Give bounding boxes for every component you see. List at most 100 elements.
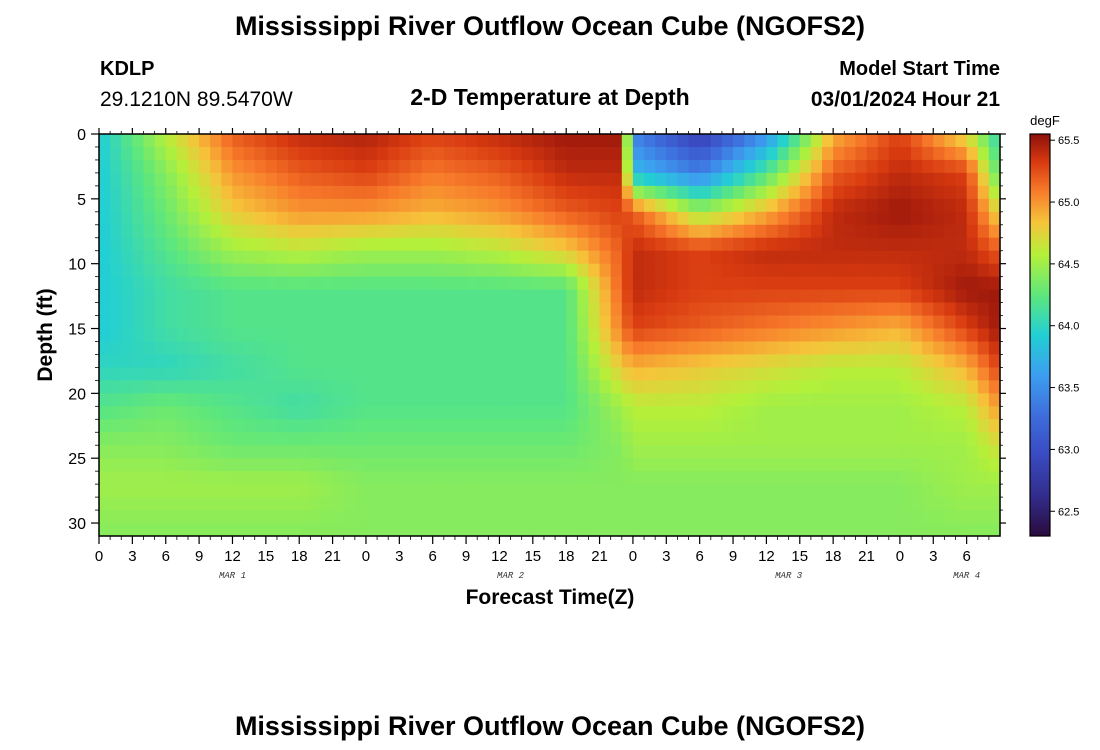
heatmap-cell: [299, 315, 311, 330]
heatmap-cell: [966, 302, 979, 317]
heatmap-cell: [210, 263, 222, 278]
heatmap-cell: [632, 224, 645, 239]
heatmap-cell: [288, 211, 300, 226]
heatmap-cell: [343, 198, 356, 213]
heatmap-cell: [466, 146, 478, 161]
heatmap-cell: [265, 497, 278, 511]
heatmap-cell: [310, 146, 323, 161]
heatmap-cell: [121, 198, 133, 213]
heatmap-cell: [699, 146, 712, 161]
heatmap-cell: [766, 172, 779, 187]
heatmap-cell: [755, 185, 767, 200]
heatmap-cell: [477, 393, 489, 407]
heatmap-cell: [911, 445, 923, 459]
heatmap-cell: [488, 134, 501, 148]
heatmap-cell: [377, 497, 389, 511]
heatmap-cell: [176, 159, 189, 174]
heatmap-cell: [210, 484, 222, 498]
heatmap-cell: [365, 159, 378, 174]
heatmap-cell: [644, 458, 656, 472]
heatmap-cell: [644, 302, 656, 317]
heatmap-cell: [221, 393, 234, 407]
heatmap-cell: [365, 237, 378, 252]
heatmap-cell: [844, 367, 856, 381]
heatmap-cell: [566, 471, 578, 485]
heatmap-cell: [710, 458, 723, 472]
heatmap-cell: [276, 302, 289, 317]
heatmap-cell: [911, 471, 923, 485]
heatmap-cell: [788, 159, 801, 174]
heatmap-cell: [365, 289, 378, 304]
heatmap-cell: [966, 211, 979, 226]
heatmap-cell: [632, 250, 645, 265]
heatmap-cell: [788, 289, 801, 304]
heatmap-cell: [721, 250, 734, 265]
heatmap-cell: [99, 237, 111, 252]
heatmap-cell: [688, 419, 701, 433]
heatmap-cell: [488, 406, 501, 420]
heatmap-cell: [232, 224, 245, 239]
heatmap-cell: [833, 341, 845, 356]
heatmap-cell: [888, 211, 901, 226]
heatmap-cell: [421, 146, 434, 161]
y-tick-label: 20: [68, 386, 86, 403]
heatmap-cell: [922, 419, 934, 433]
heatmap-cell: [288, 484, 300, 498]
heatmap-cell: [822, 159, 834, 174]
heatmap-cell: [710, 445, 723, 459]
heatmap-cell: [499, 367, 512, 381]
heatmap-cell: [421, 250, 434, 265]
heatmap-cell: [377, 471, 389, 485]
heatmap-cell: [933, 419, 945, 433]
heatmap-cell: [844, 341, 856, 356]
heatmap-cell: [354, 354, 367, 369]
heatmap-cell: [421, 341, 434, 356]
heatmap-cell: [699, 432, 712, 446]
heatmap-cell: [354, 458, 367, 472]
heatmap-cell: [365, 432, 378, 446]
heatmap-cell: [911, 458, 923, 472]
heatmap-cell: [755, 484, 767, 498]
heatmap-cell: [410, 445, 423, 459]
heatmap-cell: [543, 237, 556, 252]
heatmap-cell: [299, 419, 311, 433]
heatmap-cell: [143, 419, 156, 433]
heatmap-cell: [121, 134, 133, 148]
heatmap-cell: [822, 185, 834, 200]
heatmap-cell: [321, 250, 334, 265]
heatmap-cell: [577, 458, 590, 472]
heatmap-cell: [632, 134, 645, 148]
heatmap-cell: [154, 432, 167, 446]
heatmap-cell: [866, 367, 879, 381]
heatmap-cell: [110, 341, 122, 356]
y-tick-label: 15: [68, 322, 86, 339]
heatmap-cell: [377, 198, 389, 213]
heatmap-cell: [655, 458, 667, 472]
heatmap-cell: [299, 328, 311, 343]
heatmap-cell: [899, 484, 912, 498]
heatmap-cell: [710, 471, 723, 485]
heatmap-cell: [99, 146, 111, 161]
heatmap-cell: [443, 393, 456, 407]
heatmap-cell: [399, 224, 412, 239]
heatmap-cell: [243, 172, 256, 187]
heatmap-cell: [121, 159, 133, 174]
heatmap-cell: [877, 497, 890, 511]
heatmap-cell: [265, 250, 278, 265]
heatmap-cell: [855, 510, 868, 524]
heatmap-cell: [810, 172, 823, 187]
heatmap-cell: [577, 393, 590, 407]
heatmap-cell: [254, 484, 267, 498]
heatmap-cell: [143, 458, 156, 472]
heatmap-cell: [688, 276, 701, 291]
heatmap-cell: [588, 484, 601, 498]
heatmap-cell: [977, 432, 990, 446]
heatmap-cell: [265, 134, 278, 148]
heatmap-cell: [132, 211, 145, 226]
heatmap-cell: [532, 393, 545, 407]
heatmap-cell: [977, 471, 990, 485]
heatmap-cell: [588, 315, 601, 330]
heatmap-cell: [99, 172, 111, 187]
heatmap-cell: [666, 510, 679, 524]
heatmap-cell: [276, 185, 289, 200]
